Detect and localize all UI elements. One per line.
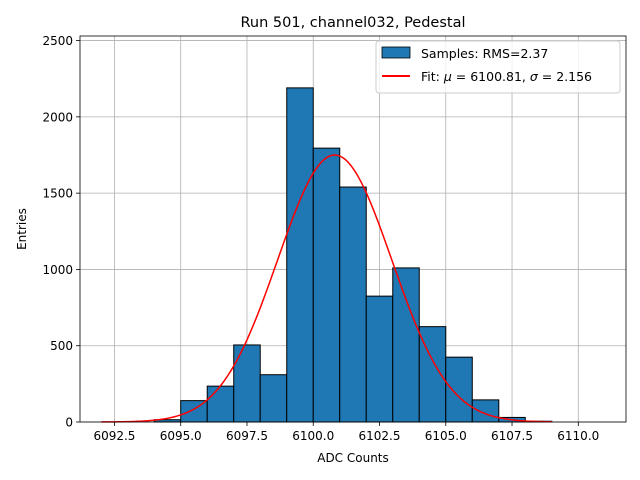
x-tick-label: 6102.5 [359, 429, 401, 443]
histogram-bar [259, 374, 288, 423]
chart-title: Run 501, channel032, Pedestal [240, 15, 465, 31]
histogram-bars [153, 87, 553, 423]
x-tick-label: 6092.5 [93, 429, 135, 443]
x-tick-label: 6110.0 [557, 429, 599, 443]
legend-fit-label: Fit: μ = 6100.81, σ = 2.156 [421, 69, 592, 84]
legend-fit-sigma-symbol: σ [530, 69, 539, 84]
x-tick-label: 6100.0 [292, 429, 334, 443]
legend-histogram-swatch [381, 46, 411, 59]
legend-fit-sigma-value: = 2.156 [538, 69, 592, 84]
legend-fit-mu-symbol: μ [443, 69, 452, 84]
y-tick-label: 500 [50, 339, 73, 353]
legend-fit-prefix: Fit: [421, 69, 444, 84]
histogram-bar [233, 344, 261, 423]
histogram-bar [206, 385, 235, 423]
x-tick-label: 6105.0 [425, 429, 467, 443]
x-axis-ticks: 6092.5 6095.0 6097.5 6100.0 6102.5 6105.0 6107… [93, 422, 599, 443]
y-axis-label: Entries [15, 208, 29, 250]
y-tick-label: 2000 [42, 110, 73, 124]
y-tick-label: 0 [65, 416, 73, 430]
fit-curve [101, 154, 552, 423]
x-tick-label: 6097.5 [226, 429, 268, 443]
y-tick-label: 2500 [42, 34, 73, 48]
histogram-bar [471, 399, 500, 423]
histogram-bar [312, 147, 341, 423]
x-tick-label: 6107.5 [491, 429, 533, 443]
histogram-bar [339, 186, 367, 423]
x-axis-label: ADC Counts [317, 451, 389, 465]
plot-frame [79, 35, 627, 423]
legend-box [375, 40, 621, 94]
histogram-bar [445, 356, 473, 423]
legend: Samples: RMS=2.37 Fit: μ = 6100.81, σ = … [375, 40, 621, 94]
y-tick-label: 1000 [42, 263, 73, 277]
x-tick-label: 6095.0 [160, 429, 202, 443]
histogram-bar [365, 295, 394, 423]
y-tick-label: 1500 [42, 187, 73, 201]
y-axis-ticks: 0 500 1000 1500 2000 2500 [42, 34, 80, 430]
legend-fit-mu-value: = 6100.81, [452, 69, 530, 84]
histogram-bar [286, 87, 314, 423]
legend-histogram-label: Samples: RMS=2.37 [421, 46, 548, 61]
histogram-bar [392, 267, 420, 423]
